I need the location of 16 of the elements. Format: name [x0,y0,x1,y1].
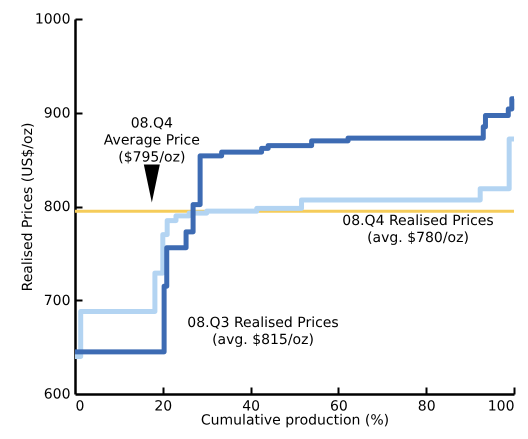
annotation: 08.Q3 Realised Prices (avg. $815/oz) [187,315,339,348]
x-tick-label: 80 [418,398,436,414]
x-tick-label: 100 [488,398,514,414]
x-tick-label: 40 [242,398,260,414]
y-tick-label: 1000 [34,12,70,28]
annotation: 08.Q4 Realised Prices (avg. $780/oz) [342,213,494,246]
x-tick-label: 20 [154,398,172,414]
y-tick-label: 800 [44,199,70,215]
annotation: 08.Q4 Average Price ($795/oz) [104,116,200,166]
x-tick-label: 60 [330,398,348,414]
x-axis-title: Cumulative production (%) [200,412,390,428]
x-tick-label: 0 [76,398,84,414]
y-axis-title: Realised Prices (US$/oz) [20,122,36,292]
y-tick-label: 700 [44,292,70,309]
y-tick-label: 900 [44,105,70,122]
y-tick-label: 600 [44,386,70,402]
